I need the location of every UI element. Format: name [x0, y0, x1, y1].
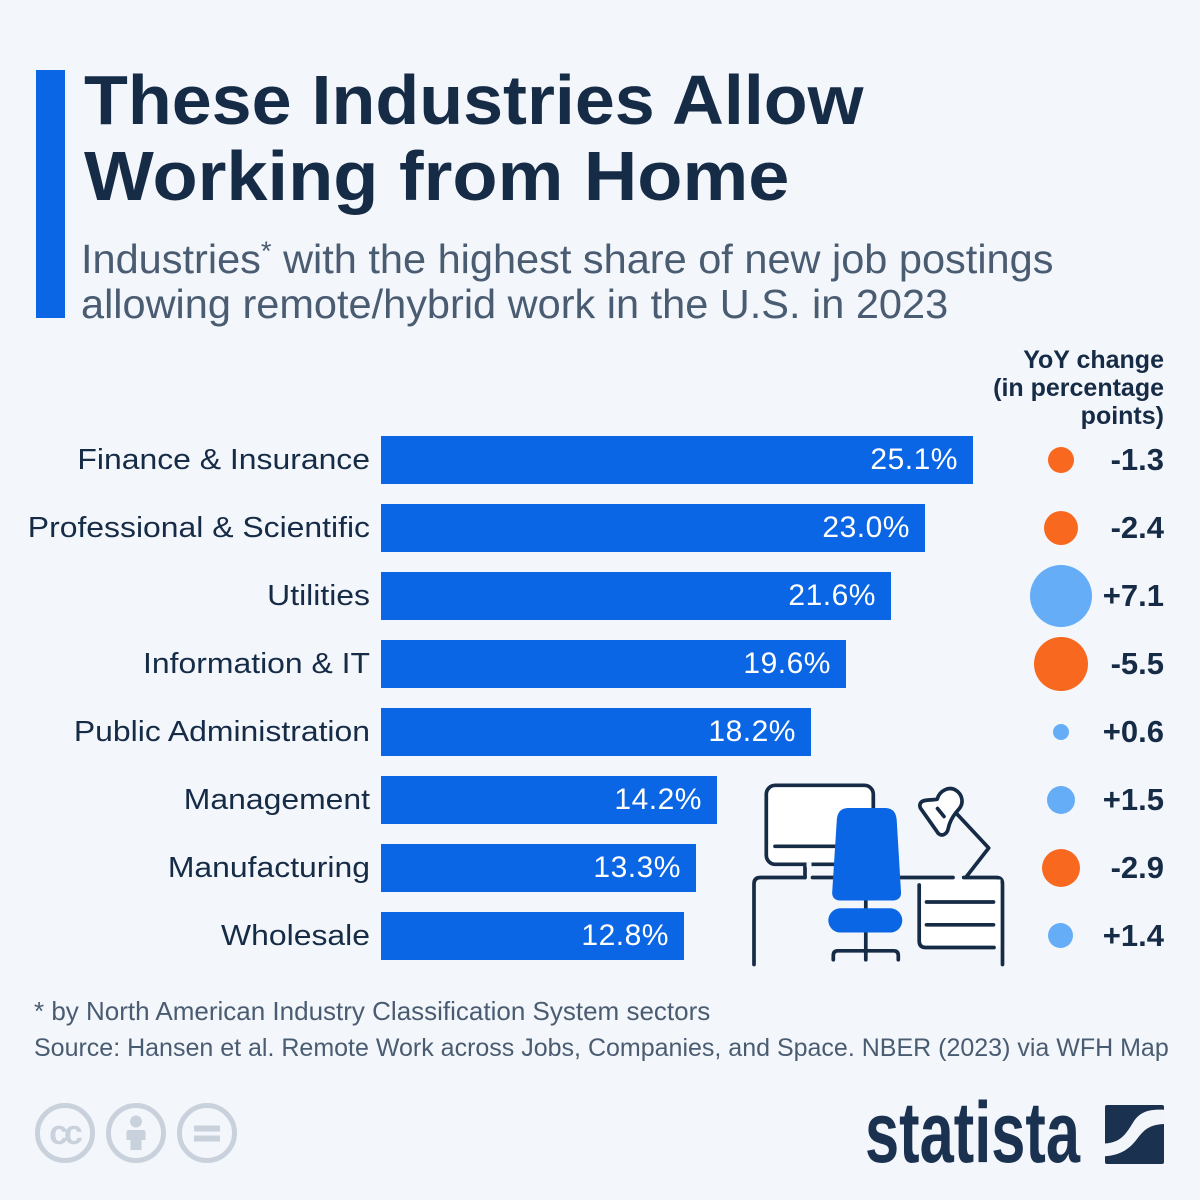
svg-text:cc: cc [49, 1114, 82, 1152]
svg-text:statista: statista [865, 1098, 1081, 1168]
